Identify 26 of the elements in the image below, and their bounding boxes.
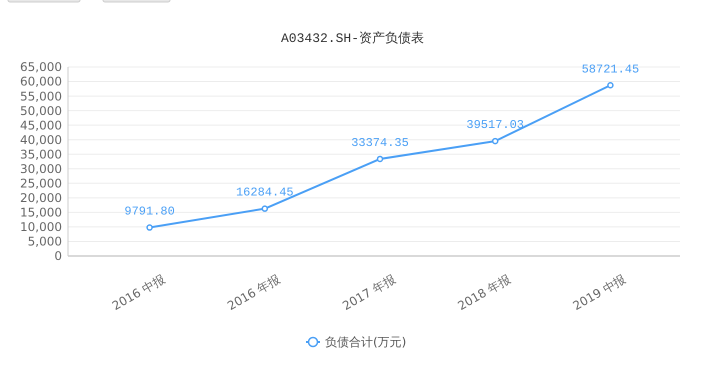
point — [376, 156, 384, 162]
point — [262, 205, 268, 212]
y-tick-label: 15,000 — [20, 206, 62, 220]
y-tick-label: 50,000 — [20, 104, 62, 118]
y-tick-label: 25,000 — [20, 176, 62, 191]
y-tick-label: 20,000 — [20, 191, 62, 206]
text: 9791.80 — [124, 204, 175, 219]
y-tick-label: 40,000 — [20, 132, 62, 147]
y-tick-label: 45,000 — [20, 118, 62, 132]
y-tick-label: 60,000 — [20, 74, 62, 89]
legend-label: 负债合计(万元) — [325, 335, 406, 350]
y-tick-label: 35,000 — [20, 147, 62, 162]
text: 33374.35 — [351, 136, 409, 150]
y-tick-label: 0 — [54, 249, 62, 264]
y-tick-label: 65,000 — [20, 60, 62, 74]
point — [146, 224, 153, 231]
y-tick-label: 5,000 — [28, 234, 62, 249]
y-tick-label: 30,000 — [20, 162, 62, 176]
text: 39517.03 — [466, 118, 524, 132]
text: 16284.45 — [236, 186, 294, 200]
chart-title: A03432.SH-资产负债表 — [280, 31, 424, 46]
point — [492, 138, 498, 144]
y-tick-label: 55,000 — [20, 89, 62, 104]
point — [607, 82, 614, 89]
y-tick-label: 10,000 — [20, 220, 62, 234]
text: 58721.45 — [582, 62, 640, 76]
